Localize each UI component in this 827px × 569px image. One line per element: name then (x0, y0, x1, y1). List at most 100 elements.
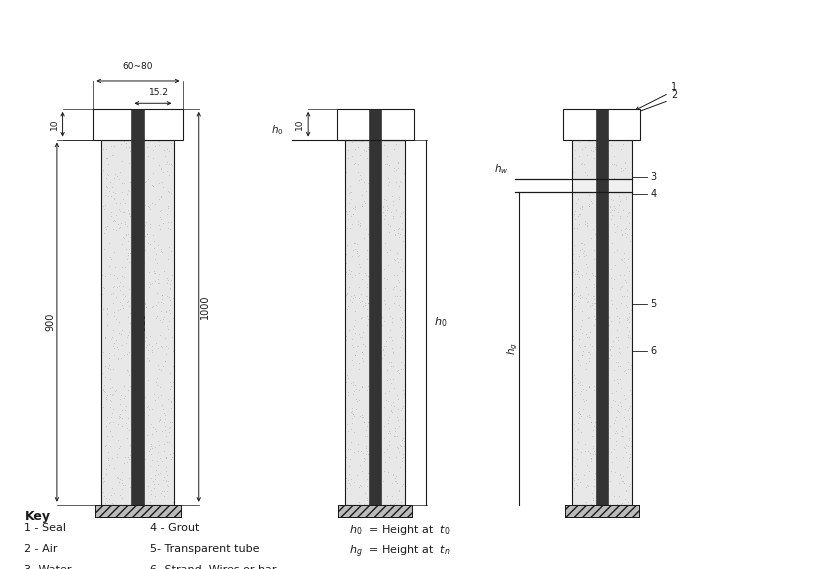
Point (106, 341, 119, 351)
Point (342, 390, 355, 399)
Point (358, 269, 371, 278)
Point (360, 422, 373, 431)
Point (596, 165, 609, 174)
Point (569, 265, 582, 274)
Point (573, 378, 586, 387)
Point (387, 225, 400, 234)
Text: 3- Water: 3- Water (25, 565, 72, 569)
Point (126, 373, 139, 382)
Point (355, 137, 368, 146)
Point (623, 208, 636, 217)
Point (594, 364, 607, 373)
Point (112, 420, 125, 429)
Point (573, 209, 586, 218)
Point (571, 194, 585, 203)
Point (146, 302, 159, 311)
Point (106, 453, 119, 462)
Point (587, 291, 600, 300)
Point (354, 313, 367, 322)
Point (115, 484, 128, 493)
Point (582, 200, 595, 209)
Point (366, 484, 379, 493)
Point (374, 310, 387, 319)
Point (609, 358, 623, 367)
Point (385, 314, 399, 323)
Point (160, 166, 174, 175)
Point (112, 174, 126, 183)
Point (146, 348, 159, 357)
Point (620, 292, 633, 301)
Point (158, 411, 171, 420)
Point (157, 267, 170, 276)
Point (611, 407, 624, 416)
Point (148, 236, 161, 245)
Point (574, 209, 587, 218)
Point (128, 436, 141, 446)
Point (380, 336, 393, 345)
Point (606, 341, 619, 350)
Point (576, 316, 589, 325)
Point (108, 216, 122, 225)
Point (376, 345, 390, 354)
Point (382, 426, 395, 435)
Point (357, 178, 370, 187)
Point (609, 386, 622, 395)
Point (130, 405, 143, 414)
Point (107, 463, 120, 472)
Point (355, 347, 368, 356)
Point (100, 170, 113, 179)
Point (154, 245, 167, 254)
Point (623, 266, 636, 275)
Point (343, 223, 356, 232)
Point (133, 203, 146, 212)
Point (103, 418, 117, 427)
Point (566, 291, 580, 300)
Point (590, 453, 604, 463)
Point (395, 224, 409, 233)
Point (579, 385, 592, 394)
Point (593, 233, 606, 242)
Point (97, 478, 110, 487)
Point (344, 475, 357, 484)
Point (396, 266, 409, 275)
Point (150, 374, 163, 383)
Point (111, 453, 124, 462)
Point (165, 333, 179, 342)
Point (349, 380, 362, 389)
Point (393, 343, 406, 352)
Point (130, 191, 143, 200)
Point (581, 174, 595, 183)
Point (131, 486, 144, 495)
Point (389, 453, 402, 462)
Point (575, 245, 588, 254)
Point (377, 351, 390, 360)
Point (354, 218, 367, 227)
Point (149, 268, 162, 277)
Point (145, 473, 158, 482)
Point (132, 269, 146, 278)
Point (103, 495, 116, 504)
Point (162, 187, 175, 196)
Point (356, 340, 370, 349)
Point (135, 307, 148, 316)
Point (605, 215, 618, 224)
Point (117, 208, 131, 217)
Point (609, 228, 622, 237)
Point (582, 466, 595, 475)
Point (606, 195, 619, 204)
Point (161, 218, 174, 227)
Text: Key: Key (25, 510, 50, 523)
Point (113, 286, 127, 295)
Point (614, 499, 628, 508)
Point (123, 382, 136, 391)
Point (567, 304, 581, 314)
Point (394, 405, 408, 414)
Point (126, 357, 139, 366)
Point (158, 312, 171, 321)
Point (623, 224, 636, 233)
Point (129, 266, 142, 275)
Point (364, 476, 377, 485)
Point (370, 234, 384, 243)
Point (609, 178, 623, 187)
Point (341, 240, 354, 249)
